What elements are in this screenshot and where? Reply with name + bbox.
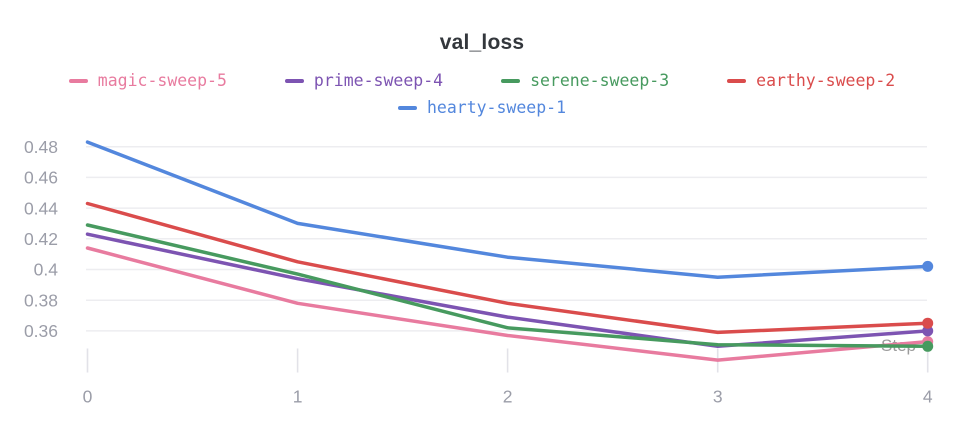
y-axis-tick-label: 0.36 [24,321,58,341]
series-line-magic-sweep-5[interactable] [85,246,930,362]
y-axis-tick-label: 0.44 [24,198,58,218]
chart-title: val_loss [439,31,525,54]
legend-label: magic-sweep-5 [97,71,227,90]
y-axis-tick-label: 0.4 [34,260,59,280]
x-axis-tick-label: 2 [503,387,513,407]
legend-swatch-icon [501,79,521,83]
x-axis-tick-label: 0 [83,387,93,407]
legend-label: hearty-sweep-1 [426,98,567,117]
legend-item-earthy-sweep-2[interactable]: earthy-sweep-2 [727,70,895,92]
x-axis-tick-label: 1 [293,387,303,407]
legend: magic-sweep-5 prime-sweep-4 serene-sweep-3… [0,70,964,119]
legend-item-hearty-sweep-1[interactable]: hearty-sweep-1 [397,97,567,119]
legend-label: serene-sweep-3 [530,71,670,90]
series-line-hearty-sweep-1[interactable] [85,140,930,279]
legend-swatch-icon [727,79,747,83]
y-axis-tick-label: 0.46 [24,168,58,188]
y-axis-tick-label: 0.38 [24,290,58,310]
series-line-prime-sweep-4[interactable] [85,232,930,349]
legend-swatch-icon [397,106,417,110]
legend-item-magic-sweep-5[interactable]: magic-sweep-5 [68,70,227,92]
legend-label: prime-sweep-4 [313,71,444,90]
legend-item-serene-sweep-3[interactable]: serene-sweep-3 [501,70,669,92]
y-axis-tick-label: 0.48 [24,137,58,157]
legend-swatch-icon [68,79,88,83]
series-line-serene-sweep-3[interactable] [85,223,930,349]
legend-label: earthy-sweep-2 [756,71,896,90]
legend-item-prime-sweep-4[interactable]: prime-sweep-4 [284,70,444,92]
series-endpoint-earthy-sweep-2[interactable] [922,317,934,329]
x-axis-tick-label: 3 [713,387,723,407]
series-line-earthy-sweep-2[interactable] [85,201,930,335]
series-endpoint-serene-sweep-3[interactable] [922,340,934,352]
y-axis-tick-label: 0.42 [24,229,58,249]
legend-swatch-icon [284,79,304,83]
x-axis-tick-label: 4 [923,387,933,407]
series-endpoint-prime-sweep-4[interactable] [922,325,934,337]
series-endpoint-hearty-sweep-1[interactable] [922,260,934,272]
